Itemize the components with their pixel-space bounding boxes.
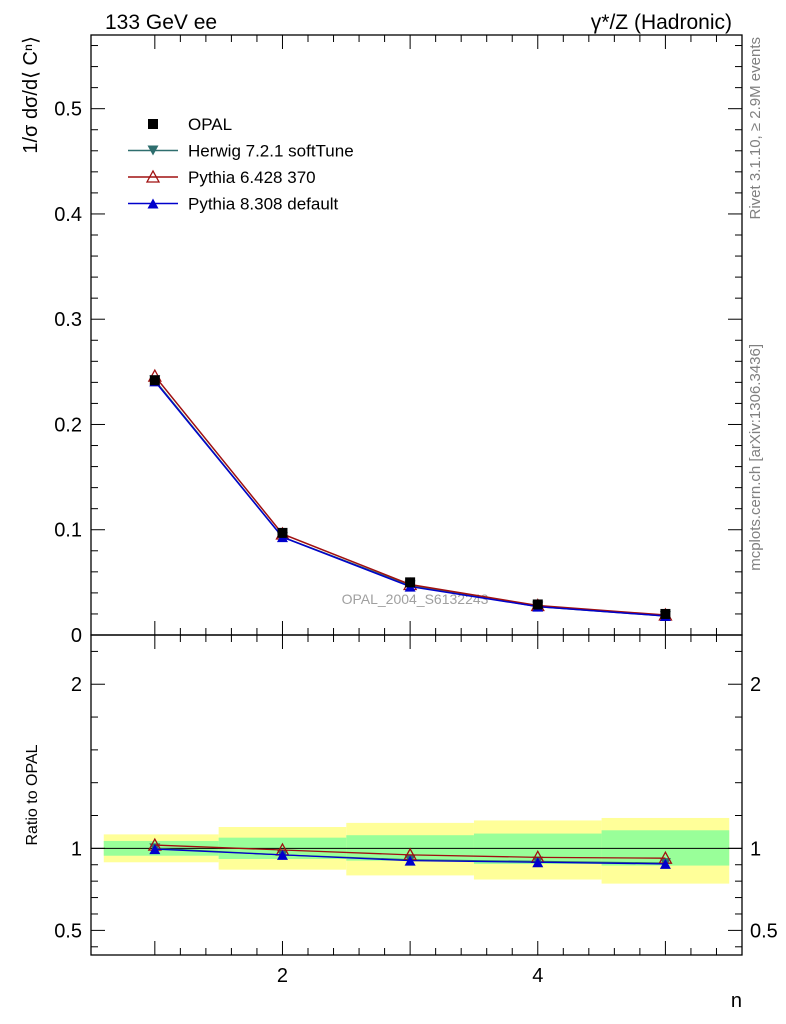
ratio-data-point [149,844,161,855]
main-data-point [149,375,160,386]
main-data-point [405,577,416,588]
header-right-label: γ*/Z (Hadronic) [591,11,732,34]
ratio-y-tick-label: 2 [71,674,82,696]
ratio-y-axis-label: Ratio to OPAL [24,744,41,845]
main-y-tick-label: 0.3 [54,309,82,331]
ratio-y-tick-label: 0.5 [54,920,82,942]
x-tick-label: 4 [532,965,543,987]
main-data-point [660,608,671,619]
ratio-y-tick-label-right: 0.5 [750,920,778,942]
ratio-series-line [154,844,666,859]
ratio-data-point [276,849,288,860]
legend-entry-label: Pythia 6.428 370 [188,168,316,187]
main-y-tick-label: 0.1 [54,520,82,542]
x-tick-label: 2 [277,965,288,987]
main-y-tick-label: 0.2 [54,414,82,436]
main-y-tick-label: 0 [71,625,82,647]
legend: OPAL Herwig 7.2.1 softTune Pythia 6.428 37… [128,115,354,214]
x-axis-label: n [731,990,742,1012]
main-data-point [277,527,288,538]
ratio-y-tick-label: 1 [71,838,82,860]
ratio-data-point [659,858,671,869]
main-y-tick-label: 0.5 [54,99,82,121]
ratio-data-point [532,857,544,868]
analysis-watermark: OPAL_2004_S6132243 [342,591,489,607]
legend-entry-label: OPAL [188,115,232,134]
mcplots-label: mcplots.cern.ch [arXiv:1306.3436] [747,344,764,571]
main-y-tick-label: 0.4 [54,204,82,226]
legend-marker [148,119,158,129]
header-left-label: 133 GeV ee [105,11,217,34]
ratio-frame [90,634,743,956]
main-y-axis-label: 1/σ dσ/d⟨ Cⁿ⟩ [20,36,42,154]
main-data-point [532,599,543,610]
ratio-data-point [404,855,416,866]
legend-entry-label: Pythia 8.308 default [188,195,339,214]
ratio-y-tick-label-right: 2 [750,674,761,696]
legend-entry-label: Herwig 7.2.1 softTune [188,142,354,161]
ratio-panel: 2 4 0.5 0.5 1 1 2 2 [54,634,778,987]
main-panel: 0 0.1 0.2 0.3 0.4 0.5 [54,34,743,647]
legend-marker [147,145,159,156]
legend-marker [147,198,159,209]
rivet-version-label: Rivet 3.1.10, ≥ 2.9M events [747,37,764,220]
ratio-y-tick-label-right: 1 [750,838,761,860]
legend-marker [145,169,161,183]
